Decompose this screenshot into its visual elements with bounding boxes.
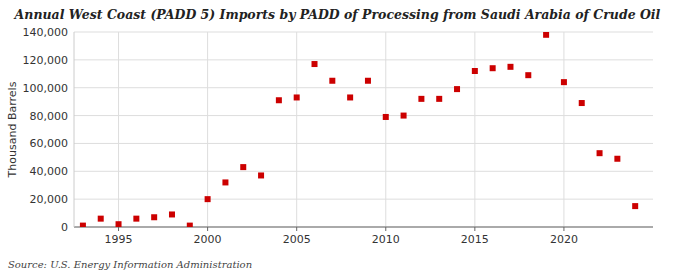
point	[169, 211, 175, 217]
tick-label-x: 2010	[372, 233, 400, 246]
point	[222, 179, 228, 185]
tick-label-x: 2000	[194, 233, 222, 246]
grid-line-y	[74, 87, 653, 88]
point	[365, 78, 371, 84]
point	[276, 97, 282, 103]
grid	[74, 32, 653, 227]
point	[436, 96, 442, 102]
point	[525, 72, 531, 78]
tick-label-x: 1995	[105, 233, 133, 246]
axes: 1995 2000 2005 2010 2015 2020 0 20,000 40,000 60,…	[23, 26, 654, 246]
point	[597, 150, 603, 156]
point	[133, 216, 139, 222]
tick-x	[207, 227, 208, 231]
point	[579, 100, 585, 106]
point	[543, 32, 549, 38]
point	[490, 65, 496, 71]
tick-label-y: 80,000	[30, 110, 69, 123]
grid-line-y	[74, 59, 653, 60]
point	[401, 113, 407, 119]
grid-line-x	[385, 32, 386, 227]
tick-label-x: 2005	[283, 233, 311, 246]
tick-x	[385, 227, 386, 231]
grid-line-y	[74, 171, 653, 172]
grid-line-y	[74, 199, 653, 200]
point	[80, 223, 86, 227]
point	[347, 94, 353, 100]
point	[187, 223, 193, 227]
point	[329, 78, 335, 84]
points	[80, 32, 638, 227]
grid-line-x	[118, 32, 119, 227]
grid-line-x	[563, 32, 564, 227]
title: Annual West Coast (PADD 5) Imports by PA…	[14, 7, 661, 22]
grid-line-y	[74, 32, 653, 33]
tick-x	[118, 227, 119, 231]
chart: 1995 2000 2005 2010 2015 2020 0 20,000 40,000 60,…	[0, 0, 675, 275]
point	[418, 96, 424, 102]
point	[383, 114, 389, 120]
point	[205, 196, 211, 202]
grid-line-y	[74, 227, 653, 228]
grid-line-y	[74, 115, 653, 116]
tick-label-y: 40,000	[30, 165, 69, 178]
point	[632, 203, 638, 209]
point	[151, 214, 157, 220]
point	[294, 94, 300, 100]
y-axis-label: Thousand Barrels	[6, 81, 19, 178]
y-axis-line	[74, 32, 75, 227]
tick-label-y: 140,000	[23, 26, 69, 39]
tick-label-y: 20,000	[30, 193, 69, 206]
point	[614, 156, 620, 162]
tick-label-y: 100,000	[23, 82, 69, 95]
tick-x	[563, 227, 564, 231]
point	[507, 64, 513, 70]
tick-label-y: 0	[61, 221, 68, 234]
tick-x	[474, 227, 475, 231]
point	[258, 172, 264, 178]
point	[240, 164, 246, 170]
tick-label-x: 2015	[461, 233, 489, 246]
point	[312, 61, 318, 67]
tick-label-y: 60,000	[30, 137, 69, 150]
grid-line-y	[74, 143, 653, 144]
grid-line-x	[474, 32, 475, 227]
source-note: Source: U.S. Energy Information Administ…	[8, 259, 252, 270]
tick-label-x: 2020	[550, 233, 578, 246]
grid-line-x	[296, 32, 297, 227]
point	[454, 86, 460, 92]
point	[472, 68, 478, 74]
point	[98, 216, 104, 222]
tick-x	[296, 227, 297, 231]
x-axis-line	[74, 227, 653, 228]
point	[116, 221, 122, 227]
point	[561, 79, 567, 85]
tick-label-y: 120,000	[23, 54, 69, 67]
